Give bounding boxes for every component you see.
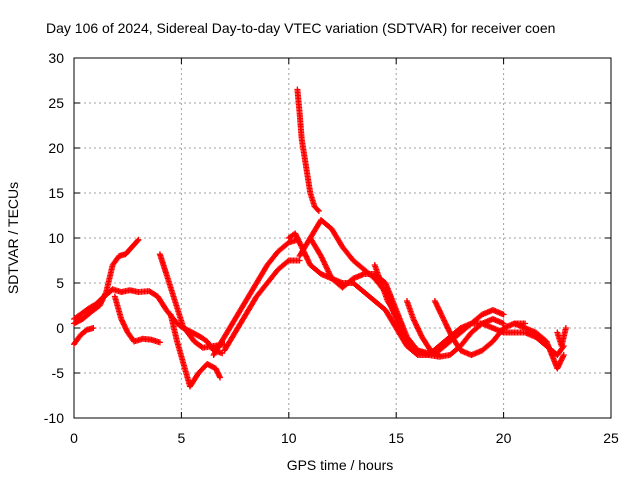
series-trace-5 [156,251,226,357]
chart-title: Day 106 of 2024, Sidereal Day-to-day VTE… [46,20,555,36]
y-tick-label: 30 [48,50,64,66]
x-tick-label: 5 [178,430,186,446]
y-axis-label: SDTVAR / TECUs [5,182,21,294]
x-tick-label: 15 [388,430,404,446]
x-tick-label: 25 [603,430,619,446]
data-point [392,310,399,317]
series-trace-16 [511,320,567,372]
data-point [135,236,142,243]
data-point [134,237,141,244]
data-point [156,339,163,346]
data-point [315,208,322,214]
y-tick-label: 20 [48,140,64,156]
x-tick-label: 0 [70,430,78,446]
series-trace-17 [554,325,569,349]
series-trace-6 [167,311,224,390]
data-point [562,325,569,331]
data-point [436,352,443,358]
data-point [314,206,321,213]
series-trace-13 [371,262,400,318]
y-tick-label: -5 [52,365,65,381]
series-trace-12 [307,235,507,360]
series-trace-8 [221,257,303,354]
y-tick-label: 10 [48,230,64,246]
y-tick-label: 25 [48,95,64,111]
grid [74,58,611,418]
y-tick-label: 5 [56,275,64,291]
data-point [90,325,97,331]
data-point [284,258,291,265]
y-tick-label: -10 [44,410,64,426]
x-tick-label: 20 [496,430,512,446]
y-tick-label: 15 [48,185,64,201]
x-axis: 0 5 10 15 20 25 [70,58,619,446]
series-trace-7 [210,236,301,358]
series-trace-4 [111,293,163,346]
series-trace-9 [294,86,322,214]
data-points [71,86,569,390]
data-point [393,311,400,318]
y-axis: -10 -5 0 5 10 15 20 25 30 [44,50,611,426]
data-point [500,311,507,318]
series-trace-3 [71,325,97,348]
x-tick-label: 10 [281,430,297,446]
y-tick-label: 0 [56,320,64,336]
series-trace-15 [431,298,529,358]
series-trace-14 [403,298,443,358]
data-point [217,374,224,381]
x-axis-label: GPS time / hours [287,457,394,473]
data-point [560,352,567,358]
